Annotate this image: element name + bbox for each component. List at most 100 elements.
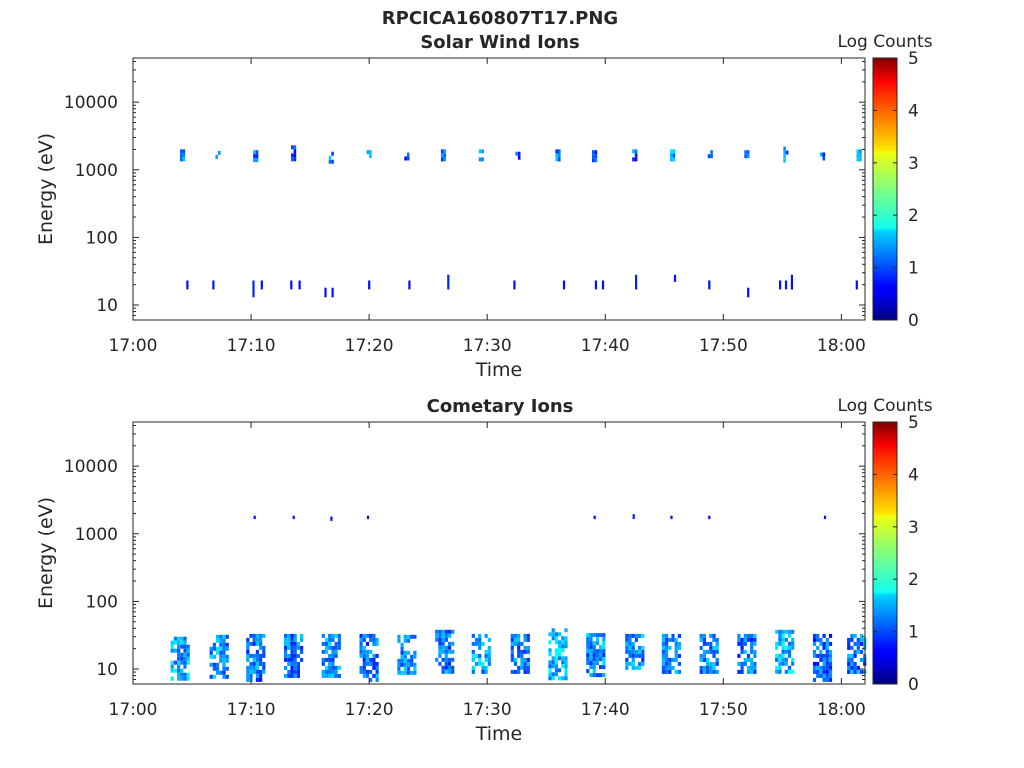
spectrum-cell <box>510 669 514 674</box>
spectrum-cell <box>447 641 452 646</box>
colorbar-tick-label: 5 <box>908 49 919 69</box>
spectrum-cell <box>451 669 455 674</box>
spectrum-cell <box>558 652 562 657</box>
spectrum-cell <box>372 661 376 666</box>
spectrum-cell <box>526 637 530 642</box>
spectrum-cell <box>331 151 334 156</box>
spike-mark <box>366 515 370 520</box>
spectrum-cell <box>819 653 823 658</box>
spectrum-cell <box>252 633 256 638</box>
spectrum-cell <box>170 668 174 673</box>
spectrum-cell <box>674 653 678 658</box>
spike-mark <box>324 287 327 298</box>
spectrum-cell <box>484 669 488 674</box>
spectrum-cell <box>177 668 181 673</box>
spectrum-cell <box>822 152 826 157</box>
spectrum-cell <box>706 665 710 670</box>
spectrum-cell <box>753 649 757 654</box>
energy-band <box>548 628 568 681</box>
spectrum-cell <box>334 673 338 678</box>
spectrum-cell <box>784 669 788 674</box>
spectrum-cell <box>403 654 407 659</box>
spectrum-cell <box>413 666 417 671</box>
spectrum-cell <box>586 669 590 674</box>
spectrum-cell <box>359 665 363 670</box>
spectrum-cell <box>853 665 857 670</box>
spectrum-cell <box>778 641 782 646</box>
spike-mark <box>790 274 793 290</box>
spectrum-cell <box>526 645 530 650</box>
spectrum-cell <box>262 653 266 658</box>
spectrum-cell <box>631 641 635 646</box>
spectrum-cell <box>296 645 300 650</box>
spectrum-cell <box>444 669 448 674</box>
spectrum-cell <box>255 657 259 662</box>
spectrum-cell <box>781 637 785 642</box>
spectrum-cell <box>816 661 820 666</box>
spectrum-cell <box>328 653 332 658</box>
spectrum-cell <box>822 669 826 674</box>
spectrum-cell <box>369 661 373 666</box>
y-tick-label: 1000 <box>75 525 118 545</box>
spectrum-cell <box>471 669 475 674</box>
spectrum-cell <box>781 661 785 666</box>
spectrum-cell <box>186 660 190 665</box>
spectrum-cell <box>359 633 363 638</box>
spectrum-cell <box>293 641 297 646</box>
y-axis-label: Energy (eV) <box>35 133 57 245</box>
spectrum-cell <box>743 661 747 666</box>
spectrum-cell <box>444 637 448 642</box>
spectrum-cell <box>791 657 795 662</box>
spectrum-cell <box>822 653 826 658</box>
spectrum-cell <box>365 669 370 674</box>
spectrum-cell <box>558 157 561 162</box>
spectrum-cell <box>638 649 642 654</box>
spectrum-cell <box>293 661 297 666</box>
spectrum-cell <box>255 633 259 638</box>
spectrum-cell <box>825 669 829 674</box>
spectrum-cell <box>487 645 491 650</box>
spectrum-cell <box>212 666 216 671</box>
spectrum-cell <box>180 652 184 657</box>
spectrum-cell <box>555 153 558 158</box>
spectrum-cell <box>856 641 860 646</box>
spectrum-cell <box>441 633 445 638</box>
spectrum-cell <box>180 660 184 665</box>
spectrum-cell <box>397 666 401 671</box>
spectrum-cell <box>750 649 754 654</box>
spectrum-cell <box>589 633 593 638</box>
spectrum-cell <box>706 661 710 666</box>
energy-band <box>783 146 789 163</box>
spectrum-cell <box>435 633 439 638</box>
spectrum-cell <box>737 633 741 638</box>
spectrum-cell <box>551 628 555 633</box>
y-tick-label: 1000 <box>75 161 118 181</box>
spectrum-cell <box>715 661 719 666</box>
spectrum-cell <box>478 149 482 154</box>
spectrum-cell <box>517 155 521 160</box>
spectrum-cell <box>487 653 491 658</box>
spectrum-cell <box>259 661 263 666</box>
spectrum-cell <box>290 633 294 638</box>
spectrum-cell <box>783 158 786 163</box>
energy-band <box>775 629 795 674</box>
colorbar-label: Log Counts <box>837 396 932 416</box>
spectrum-cell <box>787 629 792 634</box>
spectrum-cell <box>513 641 518 646</box>
spectrum-cell <box>628 641 632 646</box>
spectrum-cell <box>548 672 552 677</box>
spectrum-cell <box>668 661 672 666</box>
spectrum-cell <box>186 676 190 681</box>
spectrum-cell <box>290 645 294 650</box>
spectrum-cell <box>746 665 751 670</box>
colorbar <box>872 57 898 321</box>
spectrum-cell <box>362 653 366 658</box>
spectrum-cell <box>812 661 817 666</box>
spectrum-cell <box>321 633 325 638</box>
spectrum-cell <box>219 634 223 639</box>
spectrum-cell <box>293 645 297 650</box>
panel-title: Solar Wind Ions <box>420 32 579 53</box>
spectrum-cell <box>778 637 782 642</box>
spectrum-cell <box>216 670 220 675</box>
spectrum-cell <box>444 629 448 634</box>
